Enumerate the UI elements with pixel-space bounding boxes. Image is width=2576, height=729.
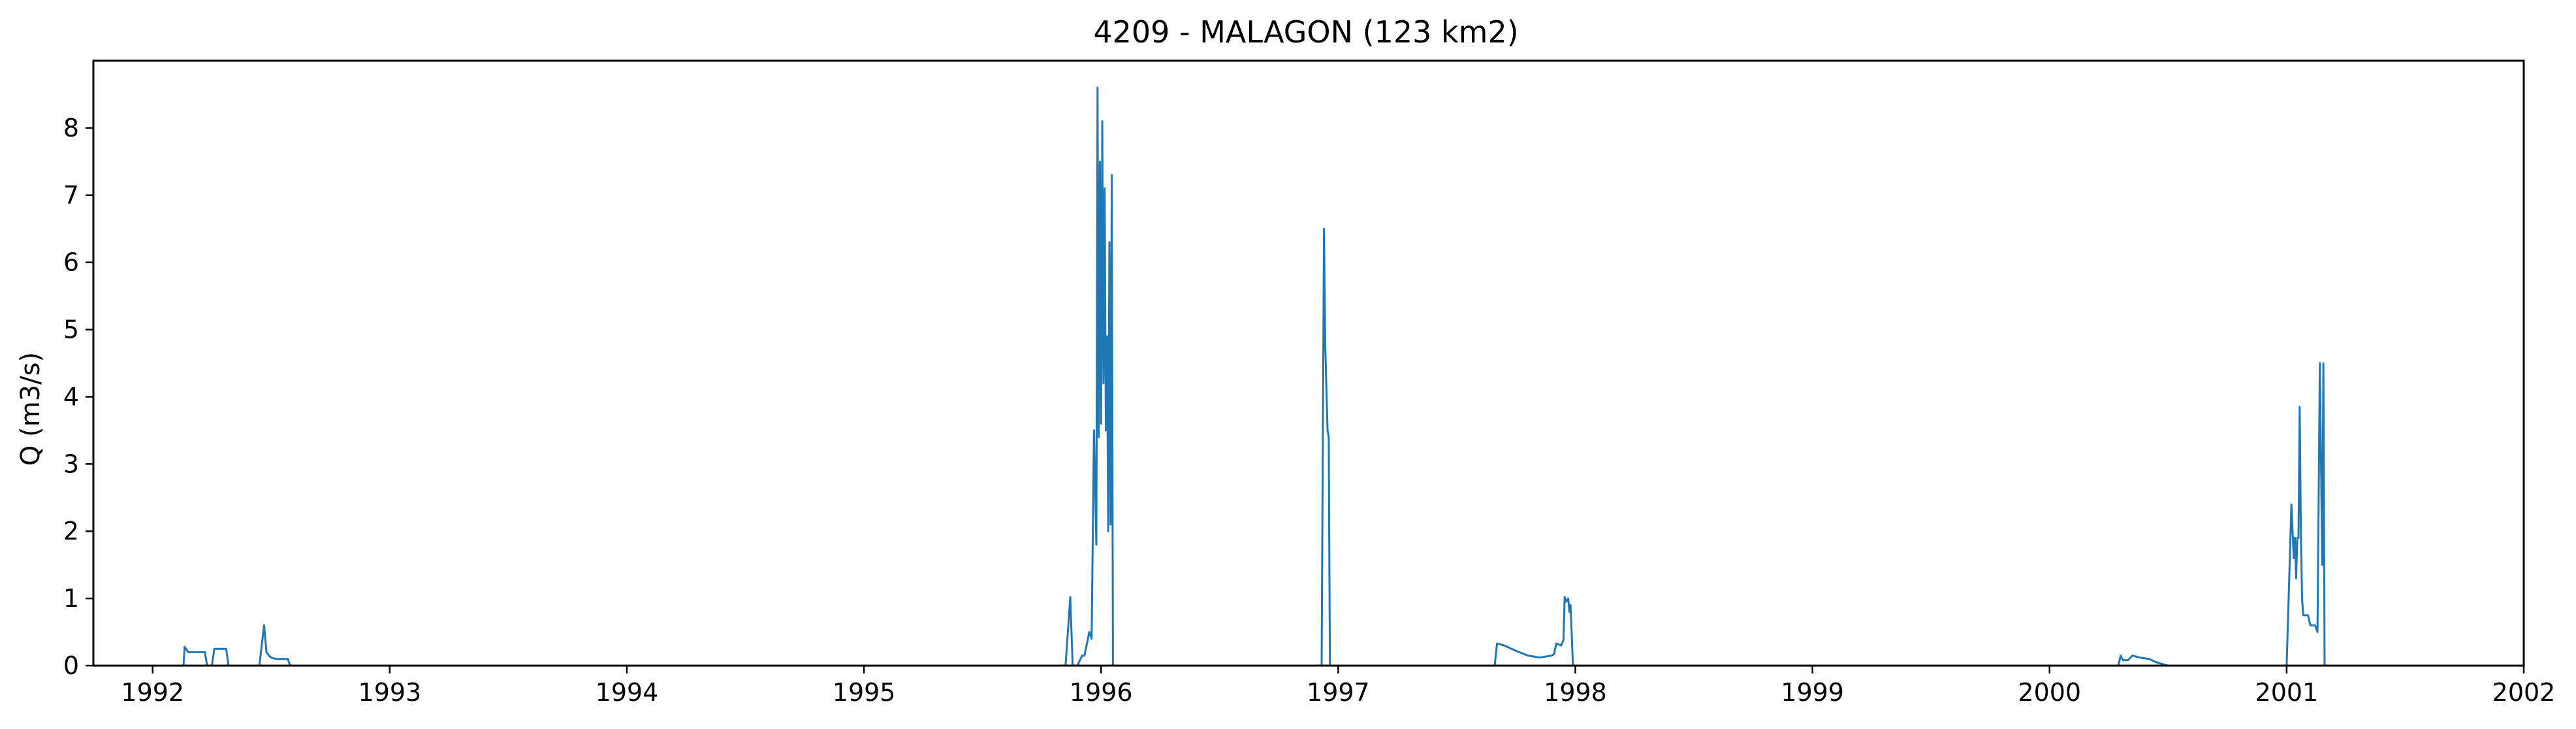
x-tick-label-1: 1993 bbox=[358, 678, 422, 707]
y-tick-label-2: 2 bbox=[63, 517, 79, 545]
discharge-series-line-0 bbox=[93, 86, 2524, 667]
x-tick-label-0: 1992 bbox=[121, 678, 184, 707]
y-axis-label: Q (m3/s) bbox=[16, 352, 46, 466]
x-tick-label-10: 2002 bbox=[2492, 678, 2556, 707]
x-tick-label-4: 1996 bbox=[1070, 678, 1133, 707]
y-tick-label-7: 7 bbox=[63, 181, 79, 210]
plot-frame bbox=[92, 59, 2525, 667]
x-axis-ticks: 1992 1993 1994 1995 1996 1997 1998 1999 2000 2001… bbox=[121, 666, 2555, 707]
y-tick-label-6: 6 bbox=[63, 248, 79, 277]
chart-title: 4209 - MALAGON (123 km2) bbox=[1093, 14, 1518, 50]
x-tick-label-9: 2001 bbox=[2255, 678, 2319, 707]
x-tick-label-3: 1995 bbox=[833, 678, 896, 707]
y-tick-label-4: 4 bbox=[63, 382, 79, 411]
y-tick-label-0: 0 bbox=[63, 651, 79, 680]
x-tick-label-6: 1998 bbox=[1544, 678, 1607, 707]
x-tick-label-5: 1997 bbox=[1307, 678, 1370, 707]
plot-area bbox=[93, 86, 2524, 667]
y-tick-label-5: 5 bbox=[63, 316, 79, 344]
y-tick-label-3: 3 bbox=[63, 449, 79, 478]
y-axis-ticks: 0 1 2 3 4 5 6 7 8 bbox=[63, 114, 93, 680]
x-tick-label-8: 2000 bbox=[2018, 678, 2081, 707]
y-tick-label-1: 1 bbox=[63, 584, 79, 613]
y-tick-label-8: 8 bbox=[63, 114, 79, 142]
x-tick-label-7: 1999 bbox=[1781, 678, 1844, 707]
x-tick-label-2: 1994 bbox=[596, 678, 659, 707]
